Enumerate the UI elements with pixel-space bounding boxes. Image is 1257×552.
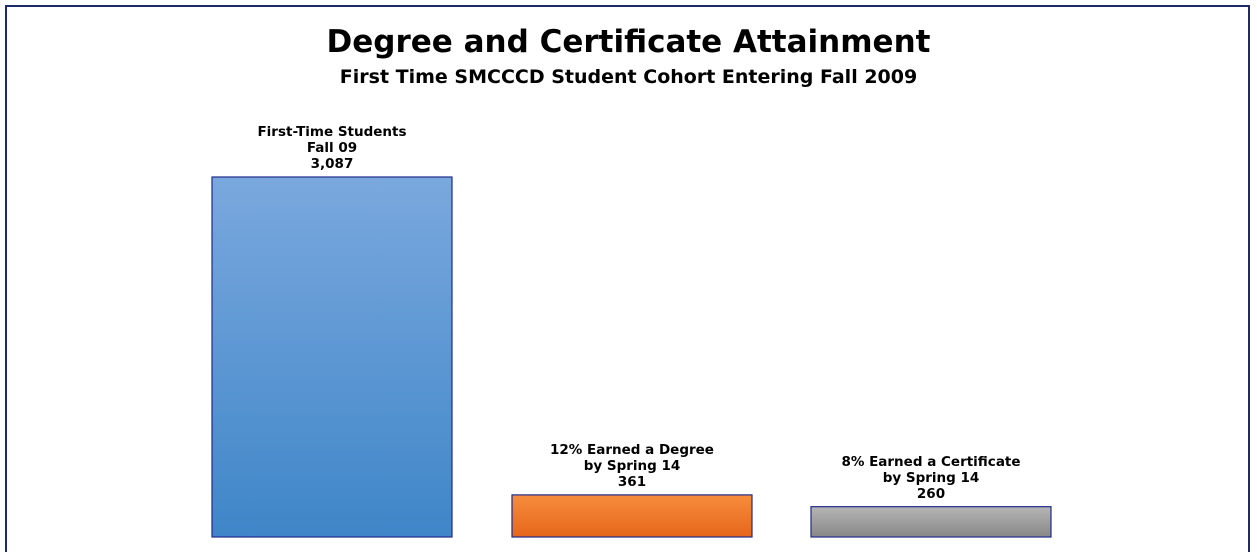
value-label: 260 <box>916 485 946 502</box>
value-label: 3,087 <box>310 156 354 172</box>
bar <box>211 176 453 538</box>
category-label: 8% Earned a Certificate by Spring 14 <box>841 453 1021 486</box>
chart-subtitle: First Time SMCCCD Student Cohort Enterin… <box>339 66 918 88</box>
bar <box>511 494 753 538</box>
value-label: 361 <box>617 473 647 490</box>
frame <box>5 5 1250 552</box>
category-label: First-Time Students Fall 09 <box>257 124 407 156</box>
chart-title: Degree and Certificate Attainment <box>326 24 931 60</box>
bar <box>810 506 1052 538</box>
category-label: 12% Earned a Degree by Spring 14 <box>550 441 714 474</box>
